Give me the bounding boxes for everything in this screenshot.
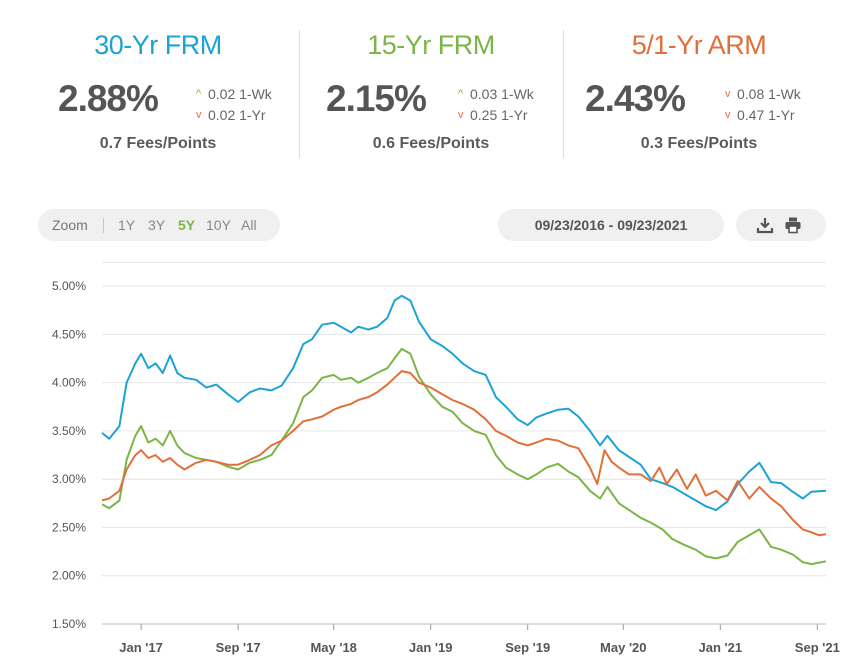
arrow-up-icon: ^ [196,88,202,100]
x-tick-label: Jan '21 [699,640,743,655]
x-tick-label: May '18 [310,640,356,655]
arrow-up-icon: ^ [458,88,464,100]
card-15yr-frm: 15-Yr FRM 2.15% ^ 0.03 1-Wk v 0.25 1-Yr 0.… [308,28,554,160]
zoom-bar: Zoom 1Y 3Y 5Y 10Y All [38,209,280,241]
fees-30yr: 0.7 Fees/Points [99,135,217,152]
wk-change-arm: 0.08 1-Wk [737,86,801,102]
divider [299,30,300,158]
y-tick-label: 3.50% [52,424,86,438]
rate-arm: 2.43% [585,78,686,119]
arrow-down-icon: v [196,109,202,121]
card-title-30yr: 30-Yr FRM [94,30,222,60]
divider [563,30,564,158]
changes-15yr: ^ 0.03 1-Wk v 0.25 1-Yr [458,84,534,126]
y-tick-label: 1.50% [52,617,86,631]
x-tick-label: Jan '19 [409,640,453,655]
yr-change-30yr: 0.02 1-Yr [208,107,266,123]
print-icon[interactable] [784,216,802,234]
fees-arm: 0.3 Fees/Points [640,135,758,152]
rate-30yr: 2.88% [58,78,159,119]
gridlines [102,262,826,625]
x-tick-label: May '20 [600,640,646,655]
date-range-display[interactable]: 09/23/2016 - 09/23/2021 [498,209,724,241]
rate-15yr: 2.15% [326,78,427,119]
y-axis-ticks: 1.50% 2.00% 2.50% 3.00% 3.50% 4.00% 4.50% 5.00% [52,279,86,631]
download-icon[interactable] [756,216,774,234]
x-tick-label: Sep '17 [216,640,261,655]
y-tick-label: 3.00% [52,472,86,486]
x-tick-label: Jan '17 [119,640,163,655]
arrow-down-icon: v [458,109,464,121]
zoom-button-10y[interactable]: 10Y [206,217,231,233]
zoom-button-3y[interactable]: 3Y [148,217,166,233]
series-lines [101,294,827,566]
x-axis-ticks: Jan '17 Sep '17 May '18 Jan '19 Sep '19 May '… [102,623,840,655]
series-line-15-yr-frm [101,347,827,566]
card-title-15yr: 15-Yr FRM [367,30,495,60]
zoom-label: Zoom [52,217,88,233]
x-tick-label: Sep '21 [795,640,840,655]
y-tick-label: 2.00% [52,569,86,583]
zoom-separator [103,218,104,233]
rate-summary: 30-Yr FRM 2.88% ^ 0.02 1-Wk v 0.02 1-Yr 0.… [38,28,838,160]
series-line-30-yr-frm [101,294,827,512]
zoom-button-1y[interactable]: 1Y [118,217,136,233]
chart-tools [736,209,826,241]
card-30yr-frm: 30-Yr FRM 2.88% ^ 0.02 1-Wk v 0.02 1-Yr 0.… [38,28,278,160]
rate-history-chart: 1.50% 2.00% 2.50% 3.00% 3.50% 4.00% 4.50% 5.00%… [52,262,840,655]
card-51-arm: 5/1-Yr ARM 2.43% v 0.08 1-Wk v 0.47 1-Yr 0… [571,28,827,160]
changes-30yr: ^ 0.02 1-Wk v 0.02 1-Yr [196,84,272,126]
arrow-down-icon: v [725,109,731,121]
card-title-arm: 5/1-Yr ARM [631,30,767,60]
fees-15yr: 0.6 Fees/Points [372,135,490,152]
y-tick-label: 4.50% [52,327,86,341]
yr-change-15yr: 0.25 1-Yr [470,107,528,123]
zoom-button-all[interactable]: All [241,217,257,233]
wk-change-15yr: 0.03 1-Wk [470,86,534,102]
x-tick-label: Sep '19 [505,640,550,655]
series-line-5-1-yr-arm [101,370,827,537]
changes-arm: v 0.08 1-Wk v 0.47 1-Yr [725,84,801,126]
y-tick-label: 2.50% [52,520,86,534]
y-tick-label: 5.00% [52,279,86,293]
yr-change-arm: 0.47 1-Yr [737,107,795,123]
zoom-button-5y[interactable]: 5Y [178,217,196,233]
y-tick-label: 4.00% [52,376,86,390]
arrow-down-icon: v [725,88,731,100]
wk-change-30yr: 0.02 1-Wk [208,86,272,102]
